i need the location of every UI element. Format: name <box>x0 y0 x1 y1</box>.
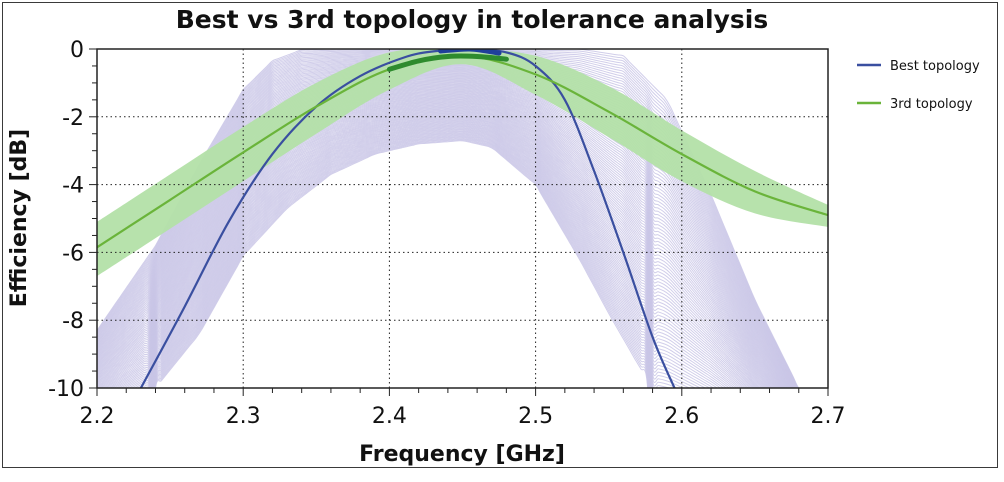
tolerance-band-layer <box>97 49 828 388</box>
3rd-topology-highlight-segment <box>386 53 509 72</box>
best-topology-tolerance-curve <box>97 88 773 388</box>
best-topology-tolerance-curve <box>111 98 760 388</box>
best-topology-tolerance-curve <box>130 104 748 388</box>
x-tick-label: 2.7 <box>811 404 846 429</box>
best-topology-tolerance-curve <box>115 99 757 388</box>
legend-label: Best topology <box>890 59 980 74</box>
best-topology-tolerance-curve <box>152 125 653 388</box>
y-tick-label: -4 <box>62 174 84 199</box>
series-layer <box>97 49 828 388</box>
best-topology-tolerance-curve <box>105 95 764 388</box>
best-topology-tolerance-curve <box>125 103 751 388</box>
best-topology-tolerance-curve <box>154 140 649 388</box>
grid-layer <box>97 49 828 388</box>
best-topology-tolerance-curve <box>154 135 650 388</box>
y-tick-label: -10 <box>48 377 84 402</box>
best-topology-tolerance-curve <box>97 86 776 388</box>
legend-label: 3rd topology <box>890 97 973 112</box>
best-topology-tolerance-curve <box>99 92 769 388</box>
best-topology-tolerance-curve <box>150 112 728 388</box>
best-topology-tolerance-curve <box>152 127 652 388</box>
best-topology-tolerance-curve <box>117 100 756 388</box>
best-topology-tolerance-curve <box>154 138 649 388</box>
best-topology-tolerance-curve <box>97 85 777 388</box>
chart-title: Best vs 3rd topology in tolerance analys… <box>176 5 769 34</box>
x-axis-label: Frequency [GHz] <box>359 442 565 467</box>
best-topology-tolerance-curve <box>150 113 725 388</box>
best-topology-tolerance-curve <box>109 97 762 388</box>
best-topology-tolerance-curve <box>107 96 763 388</box>
best-topology-tolerance-curve <box>149 109 736 388</box>
best-topology-highlight-segment <box>438 49 502 56</box>
legend: Best topology 3rd topology <box>857 59 980 112</box>
y-tick-label: -8 <box>62 309 84 334</box>
y-tick-label: 0 <box>70 38 84 63</box>
best-topology-tolerance-curve <box>153 130 651 388</box>
best-topology-tolerance-curve <box>120 101 754 388</box>
best-topology-tolerance-curve <box>153 131 651 388</box>
best-topology-tolerance-curve <box>154 139 649 388</box>
best-topology-tolerance-curve <box>151 119 697 388</box>
best-topology-tolerance-curve <box>104 94 766 388</box>
best-topology-tolerance-curve <box>152 126 652 388</box>
best-topology-tolerance-curve <box>113 98 759 388</box>
best-topology-tolerance-curve <box>100 93 768 388</box>
best-topology-tolerance-curve <box>152 125 652 388</box>
best-topology-tolerance-curve <box>122 102 753 388</box>
best-topology-tolerance-curve <box>133 105 746 388</box>
x-tick-label: 2.5 <box>518 404 553 429</box>
best-topology-tolerance-curve <box>153 133 650 388</box>
best-topology-tolerance-curve <box>97 89 772 388</box>
best-topology-tolerance-curve <box>97 90 771 388</box>
third-topology-tolerance-band <box>97 49 828 277</box>
x-tick-label: 2.6 <box>664 404 699 429</box>
best-topology-tolerance-curve <box>153 132 651 388</box>
best-topology-tolerance-curve <box>152 123 654 388</box>
best-topology-tolerance-curve <box>153 134 650 388</box>
best-topology-tolerance-curve <box>153 130 651 388</box>
best-topology-tolerance-curve <box>154 137 649 388</box>
x-tick-label: 2.3 <box>226 404 261 429</box>
best-topology-tolerance-curve <box>151 120 691 388</box>
best-topology-tolerance-curve <box>152 124 653 388</box>
best-topology-tolerance-curve <box>151 117 707 388</box>
best-topology-tolerance-curve <box>149 111 731 388</box>
best-topology-tolerance-curve <box>154 135 650 388</box>
tick-label-layer: 2.2 2.3 2.4 2.5 2.6 2.7 0 -2 -4 -6 -8 -10 <box>48 38 845 429</box>
best-topology-tolerance-curve <box>102 93 767 388</box>
best-topology-tolerance-curve <box>149 110 733 388</box>
tick-layer <box>89 48 829 396</box>
best-topology-tolerance-curve <box>97 91 770 388</box>
best-topology-tolerance-curve <box>153 129 651 388</box>
best-topology-tolerance-curve <box>152 121 678 388</box>
best-topology-tolerance-curve <box>151 120 685 388</box>
best-topology-tolerance-curve <box>148 109 738 388</box>
x-tick-label: 2.2 <box>80 404 115 429</box>
best-topology-tolerance-curve <box>128 104 749 388</box>
y-tick-label: -6 <box>62 241 84 266</box>
best-topology-tolerance-curve <box>154 136 650 388</box>
best-topology-tolerance-curve <box>97 88 774 388</box>
best-topology-tolerance-curve <box>97 87 775 388</box>
x-tick-label: 2.4 <box>372 404 407 429</box>
best-topology-tolerance-curve <box>152 122 671 388</box>
best-topology-tolerance-curve <box>151 118 702 388</box>
best-topology-tolerance-curve <box>153 128 652 388</box>
y-tick-label: -2 <box>62 106 84 131</box>
y-axis-label: Efficiency [dB] <box>7 129 32 307</box>
best-topology-tolerance-curve <box>150 114 722 388</box>
